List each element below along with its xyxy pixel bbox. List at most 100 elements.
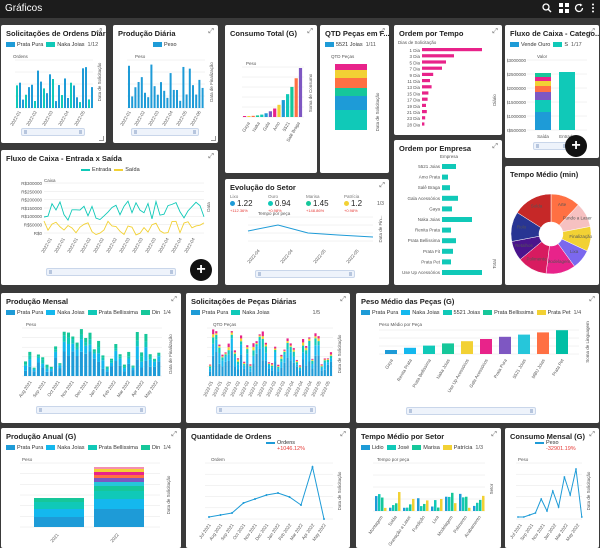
chart-legend[interactable]: 5521 Joias 1/11 [325,42,376,48]
legend-item: Naka Joias [57,445,85,451]
legend-pager[interactable]: 1/3 [475,445,484,451]
resize-handle[interactable] [211,136,216,141]
chart-scrollbar[interactable] [36,406,146,414]
chart-legend[interactable]: Peso [153,42,177,48]
refresh-icon[interactable] [573,3,585,15]
legend-pager[interactable]: 1/12 [87,42,99,48]
bar-segment [221,360,224,367]
tick-label: 2022-02 [79,237,92,254]
bar-segment [32,371,36,376]
expand-icon[interactable]: ⤢ [589,296,595,303]
legend-pager[interactable]: 1/3 [377,201,384,207]
chart-legend[interactable]: Vende Ouro S 1/17 [510,42,582,48]
chart-legend[interactable]: Prata Pura Naka Joias Prata Bellissima D… [6,310,171,316]
chart-scrollbar[interactable] [131,128,199,136]
bar [198,79,201,108]
panel-annual-production: Produção Anual (G) ⤢ Prata Pura Naka Joi… [1,428,181,548]
bar-segment [135,359,139,376]
expand-icon[interactable]: ⤢ [340,431,346,438]
search-icon[interactable] [541,3,553,15]
legend-pager[interactable]: 1/11 [365,42,376,48]
chart-scrollbar[interactable] [406,407,536,415]
tick-label: 5 Dia [409,60,420,65]
chart-legend[interactable]: Prata Pura Naka Joias Prata Bellissima D… [6,445,171,451]
bar-segment [298,370,302,376]
data-point [231,512,233,514]
expand-icon[interactable]: ⤢ [491,431,497,438]
resize-handle[interactable] [99,136,104,141]
expand-icon[interactable]: ⤢ [96,28,102,35]
chart-area[interactable]: Empresa 5521 Joias Amo Prata Salê Braga Gala… [396,154,500,284]
grid-layout-icon[interactable] [558,3,570,15]
legend-pager[interactable]: 1/4 [163,310,171,316]
chart-legend[interactable]: Prata Pura Naka Joias 1/5 [191,310,320,316]
expand-icon[interactable]: ⤢ [492,28,498,35]
bar [290,86,294,117]
bar-segment [148,356,152,360]
more-options-icon[interactable] [587,3,599,15]
legend-pager[interactable]: 1/5 [312,310,321,316]
bar-segment [224,356,227,362]
bar-segment [215,333,218,335]
expand-icon[interactable]: ⤢ [171,296,177,303]
expand-icon[interactable]: ⤢ [171,431,177,438]
bar-segment [274,361,277,376]
bar-segment [114,350,118,362]
bar-segment [335,120,367,130]
bar [480,339,492,354]
chart-scrollbar[interactable] [216,406,316,414]
expand-icon[interactable]: ⤢ [307,28,313,35]
chart-legend[interactable]: Prata Pura Naka Joias 1/12 [6,42,98,48]
chart-area[interactable]: Peso 2021 2022 Data de Solicitação [4,455,179,547]
chart-legend[interactable]: Prata Pura Naka Joias 5521 Joias Prata B… [361,310,581,316]
chart-scrollbar[interactable] [21,128,85,136]
chart-area[interactable]: Arte Fundo a Laser Finalização Lixa Modelage… [507,180,597,284]
legend-pager[interactable]: 1/4 [163,445,171,451]
chart-scrollbar[interactable] [255,270,355,278]
bar-segment [97,361,101,376]
chart-area[interactable]: Tempo por peça 2022-04 2022-04 2022-05 2022-… [228,211,386,267]
legend-pager[interactable]: 1/17 [571,42,582,48]
add-chart-button[interactable]: + [190,259,212,281]
bar-segment [114,348,118,351]
chart-legend[interactable]: Peso -32901.19% [535,440,576,452]
expand-icon[interactable]: ⤢ [340,296,346,303]
chart-area[interactable]: QTD Peças Data de Solicitação [323,52,387,170]
axis-title: Tempo por peça [377,457,410,462]
add-chart-button[interactable]: + [565,135,587,157]
bar [422,72,434,76]
expand-icon[interactable]: ⤢ [589,28,595,35]
chart-legend[interactable]: Ordens +1046.12% [266,440,305,452]
chart-scrollbar[interactable] [46,268,176,276]
expand-icon[interactable]: ⤢ [379,28,385,35]
kpi-label: Patrícia [344,194,360,199]
bar-segment [335,96,367,110]
expand-icon[interactable]: ⤢ [589,431,595,438]
chart-legend[interactable]: Entrada Saída [81,167,140,173]
legend-pager[interactable]: 1/4 [573,310,582,316]
slice-label: Modelagem [547,259,571,264]
expand-icon[interactable]: ⤢ [492,143,498,150]
expand-icon[interactable]: ⤢ [208,28,214,35]
bar [37,70,39,108]
bar-segment [92,353,96,359]
expand-icon[interactable]: ⤢ [208,153,214,160]
legend-item: Patrícia [453,445,473,451]
tick-label: 19 Dia [407,104,421,109]
chart-area[interactable]: Valor R$3000000 R$2500000 R$2000000 R$150000… [507,52,597,152]
chart-legend[interactable]: Lidio José Marisa Patrícia 1/3 [361,445,483,451]
expand-icon[interactable]: ⤢ [379,182,385,189]
chart-scrollbar[interactable] [533,142,569,150]
panel-orders-by-time: Ordem por Tempo ⤢ Dias de Solicitação 1 D… [394,25,502,135]
chart-area[interactable]: QTD Peças2022-012022-012022-012022-02202… [189,320,348,405]
